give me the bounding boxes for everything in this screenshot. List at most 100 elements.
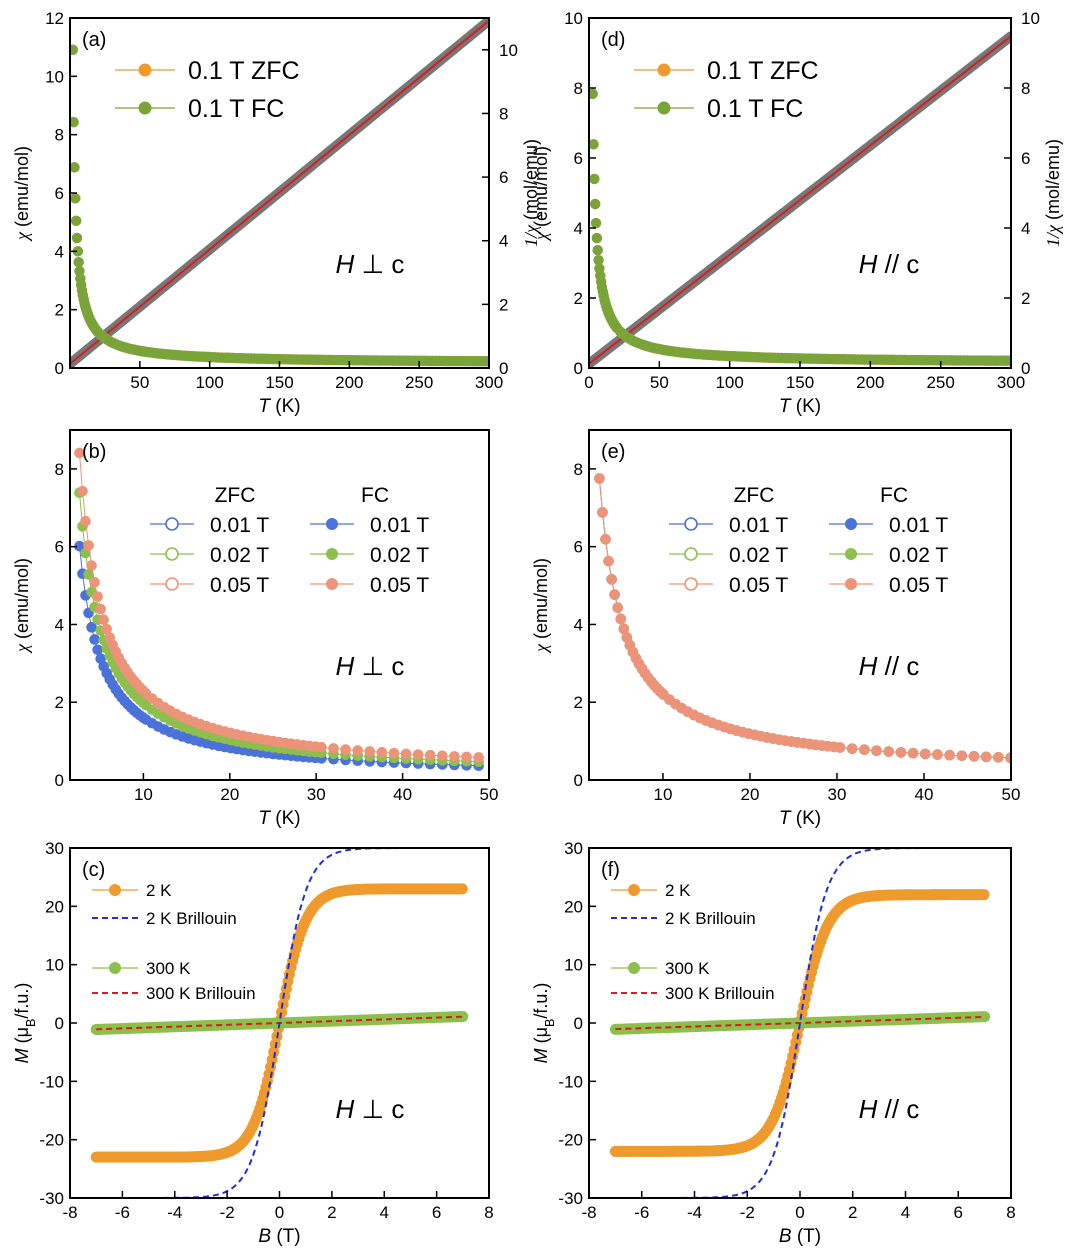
chi-marker — [871, 745, 882, 757]
chi-marker — [83, 540, 94, 551]
chi-marker — [597, 507, 608, 518]
chi-line — [598, 478, 1011, 759]
chart-panel-d: 0 2 4 6 8 10 1/χ (mol/emu) 0.1 T ZFC 0.1 T FC 0 50… — [531, 9, 1063, 417]
chi-marker — [412, 749, 424, 760]
chi-marker — [388, 747, 400, 759]
plot-frame — [69, 429, 490, 781]
legend-label-fc: 0.01 T — [889, 514, 948, 537]
chi-marker — [70, 193, 81, 204]
y-tick-label: 0 — [55, 359, 64, 378]
chi-marker — [70, 44, 78, 55]
y2-tick-label: 2 — [1021, 289, 1030, 308]
inverse-chi-linear-fit — [589, 35, 1011, 365]
legend-label-zfc: 0.02 T — [210, 544, 269, 567]
chi-marker — [834, 742, 846, 753]
chart-panel-a: 0 2 4 6 8 10 1/χ (mol/emu) 0.1 T ZFC 0.1 T FC 50 1… — [12, 9, 541, 417]
chi-marker — [473, 752, 484, 763]
y-tick-label: 2 — [574, 289, 583, 308]
chi-marker — [74, 447, 85, 459]
chi-marker — [589, 173, 600, 185]
x-axis-label: B (T) — [258, 1226, 300, 1247]
legend-label: 300 K — [146, 959, 191, 978]
x-tick-label: 8 — [1006, 1203, 1015, 1222]
chi-marker — [1005, 752, 1011, 764]
y-axis-label: χ (emu/mol) — [531, 146, 551, 242]
chi-marker — [89, 634, 100, 645]
x-tick-label: 10 — [134, 785, 153, 804]
x-tick-label: -4 — [167, 1203, 182, 1222]
y-tick-label: 10 — [564, 9, 583, 28]
y-tick-label: 8 — [574, 79, 583, 98]
y-tick-label: 30 — [45, 839, 64, 858]
y-tick-label: 12 — [45, 9, 64, 28]
legend-label: 2 K Brillouin — [146, 909, 237, 928]
legend-marker-filled — [845, 548, 857, 560]
legend-marker — [657, 101, 671, 115]
y-axis-label: χ (emu/mol) — [12, 558, 32, 654]
x-tick-label: 250 — [926, 373, 954, 392]
y-tick-label: 6 — [55, 538, 64, 557]
x-tick-label: -4 — [687, 1203, 702, 1222]
x-axis-label: B (T) — [779, 1226, 821, 1247]
x-tick-label: 100 — [715, 373, 743, 392]
x-tick-label: 50 — [1002, 785, 1021, 804]
chart-panel-b: ZFC FC 0.01 T 0.01 T 0.02 T 0.02 T 0.05 T 0.05 … — [12, 429, 498, 829]
legend-label-zfc: 0.05 T — [210, 574, 269, 597]
y-tick-label: 0 — [574, 1014, 583, 1033]
legend-marker-filled — [326, 518, 338, 530]
legend-label: 300 K — [665, 959, 710, 978]
x-tick-label: 40 — [915, 785, 934, 804]
x-tick-label: 2 — [848, 1203, 857, 1222]
inverse-chi-linear-fit — [70, 19, 489, 365]
legend-label-fc: 0.02 T — [370, 544, 429, 567]
y-tick-label: 4 — [55, 242, 64, 261]
legend-marker-open — [684, 547, 698, 561]
x-tick-label: 20 — [741, 785, 760, 804]
legend-marker-filled — [326, 548, 338, 560]
legend-marker-open — [165, 577, 179, 591]
y2-tick-label: 10 — [1021, 9, 1040, 28]
x-tick-label: 150 — [265, 373, 293, 392]
x-tick-label: 250 — [405, 373, 433, 392]
chi-line — [598, 478, 1011, 759]
legend-marker — [628, 884, 640, 896]
legend-label: 300 K Brillouin — [665, 984, 775, 1003]
legend-marker-open — [684, 517, 698, 531]
legend-marker — [657, 63, 671, 77]
legend-label-zfc: 0.01 T — [729, 514, 788, 537]
chi-marker — [80, 515, 91, 527]
x-tick-label: 150 — [786, 373, 814, 392]
y-tick-label: -10 — [558, 1072, 583, 1091]
chi-marker — [70, 162, 80, 173]
y2-tick-label: 2 — [499, 295, 508, 314]
chi-marker — [86, 622, 97, 633]
chi-marker — [70, 215, 82, 227]
chi-marker — [461, 751, 472, 763]
y2-tick-label: 6 — [499, 168, 508, 187]
chi-marker — [993, 752, 1004, 763]
chi-marker — [590, 217, 602, 229]
y-tick-label: 8 — [55, 460, 64, 479]
chi-marker — [591, 232, 603, 244]
y-tick-label: 6 — [574, 538, 583, 557]
x-tick-label: 20 — [220, 785, 239, 804]
legend-label: 0.1 T FC — [707, 95, 803, 123]
chi-marker — [70, 116, 79, 128]
legend-label: 2 K — [665, 881, 691, 900]
orientation-annotation: H // c — [859, 1094, 920, 1124]
legend-label: 2 K — [146, 881, 172, 900]
legend-label: 0.1 T ZFC — [707, 57, 819, 85]
y2-tick-label: 10 — [499, 41, 518, 60]
y2-axis-label: 1/χ (mol/emu) — [521, 139, 541, 247]
plot-area — [602, 848, 998, 1198]
chi-marker — [328, 743, 339, 754]
chi-marker — [932, 749, 943, 760]
chi-marker — [907, 747, 919, 759]
y-tick-label: 2 — [574, 693, 583, 712]
m-2k-brillouin — [83, 848, 476, 1198]
chi-marker — [89, 577, 100, 588]
orientation-annotation: H // c — [859, 249, 920, 279]
x-axis-label: T (K) — [258, 396, 300, 417]
y-tick-label: -10 — [39, 1072, 64, 1091]
